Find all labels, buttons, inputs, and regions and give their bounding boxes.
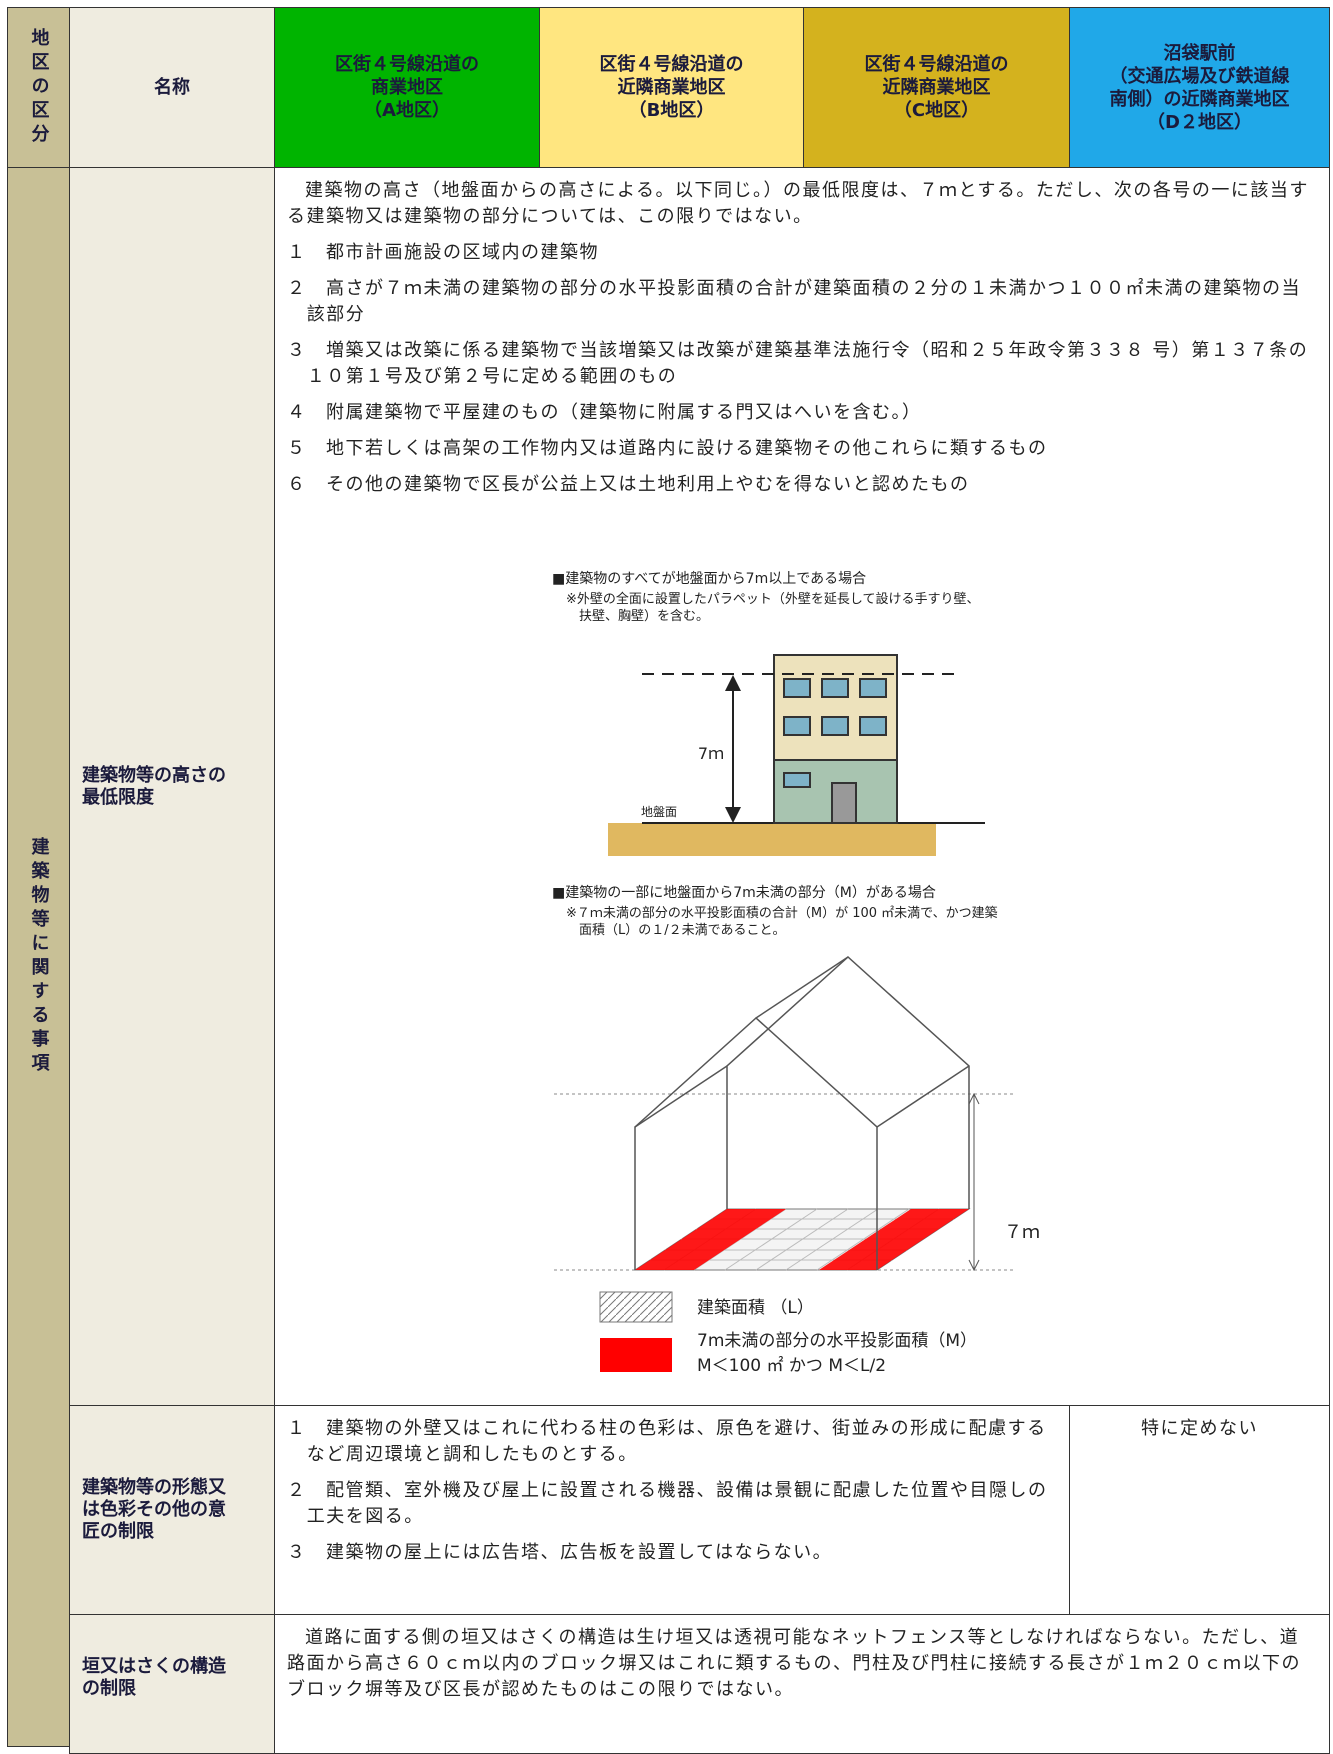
ground-text: 地盤面 — [641, 805, 677, 819]
windows — [783, 678, 887, 788]
figure-1: ■建築物のすべてが地盤面から7m以上である場合 ※外壁の全面に設置したパラペット… — [552, 571, 985, 856]
fence-text: 道路に面する側の垣又はさくの構造は生け垣又は透視可能なネットフェンス等としなけれ… — [287, 1627, 1301, 1700]
figure-title: ■建築物のすべてが地盤面から7m以上である場合 — [552, 571, 866, 587]
area-m — [635, 1209, 786, 1270]
ground-fill — [608, 823, 936, 856]
name-label: 名称 — [69, 7, 275, 168]
district-b: 区街４号線沿道の 近隣商業地区 （B地区） — [539, 7, 804, 168]
item: ２ 高さが７ｍ未満の建築物の部分の水平投影面積の合計が建築面積の２分の１未満かつ… — [287, 278, 1301, 325]
figure-note-box: ※７ｍ未満の部分の水平投影面積の合計（M）が 100 ㎡未満で、かつ建築面積（L… — [566, 906, 998, 938]
item: １ 都市計画施設の区域内の建築物 — [287, 242, 599, 263]
figure-note: ※外壁の全面に設置したパラペット（外壁を延長して設ける手すり壁、扶壁、胸壁）を含… — [566, 592, 980, 624]
figure-note-box: ※外壁の全面に設置したパラペット（外壁を延長して設ける手すり壁、扶壁、胸壁）を含… — [566, 592, 980, 624]
legend-m-rule: M＜100 ㎡ かつ M＜L/2 — [697, 1356, 886, 1376]
area-m — [819, 1209, 969, 1270]
intro: 建築物の高さ（地盤面からの高さによる。以下同じ。）の最低限度は、７ｍとする。ただ… — [287, 180, 1309, 227]
arrow-heads — [725, 675, 741, 823]
legend-l: 建築面積 （L） — [697, 1298, 814, 1318]
form-label: 建築物等の形態又 は色彩その他の意 匠の制限 — [69, 1405, 275, 1615]
height-text: ７ｍ — [1004, 1222, 1040, 1243]
door — [831, 782, 857, 824]
d2-text: 特に定めない — [1141, 1418, 1258, 1439]
item: ３ 建築物の屋上には広告塔、広告板を設置してはならない。 — [287, 1542, 833, 1563]
item: ４ 附属建築物で平屋建のもの（建築物に附属する門又はへいを含む。） — [287, 402, 922, 423]
item: ２ 配管類、室外機及び屋上に設置される機器、設備は景観に配慮した位置や目隠しの工… — [287, 1480, 1048, 1527]
legend-m-swatch — [600, 1338, 672, 1372]
district-c: 区街４号線沿道の 近隣商業地区 （C地区） — [803, 7, 1070, 168]
house-lines — [634, 955, 970, 1270]
arrow-heads — [968, 1092, 980, 1272]
item: ６ その他の建築物で区長が公益上又は土地利用上やむを得ないと認めたもの — [287, 474, 970, 495]
height-content: 建築物の高さ（地盤面からの高さによる。以下同じ。）の最低限度は、７ｍとする。ただ… — [274, 167, 1330, 1406]
category: 建築物等に関する事項 — [7, 167, 70, 1747]
item: １ 建築物の外壁又はこれに代わる柱の色彩は、原色を避け、街並みの形成に配慮するな… — [287, 1418, 1047, 1465]
form-content: １ 建築物の外壁又はこれに代わる柱の色彩は、原色を避け、街並みの形成に配慮するな… — [274, 1405, 1070, 1615]
height-text: 7ｍ — [698, 744, 724, 763]
figure-note: ※７ｍ未満の部分の水平投影面積の合計（M）が 100 ㎡未満で、かつ建築面積（L… — [566, 906, 998, 938]
legend-l-swatch — [599, 1291, 673, 1323]
fence-label: 垣又はさくの構造 の制限 — [69, 1614, 275, 1754]
figure-title: ■建築物の一部に地盤面から7m未満の部分（M）がある場合 — [552, 885, 936, 901]
building-upper — [773, 654, 898, 761]
district-a: 区街４号線沿道の 商業地区 （A地区） — [274, 7, 540, 168]
fence-content: 道路に面する側の垣又はさくの構造は生け垣又は透視可能なネットフェンス等としなけれ… — [274, 1614, 1330, 1754]
height-label: 建築物等の高さの 最低限度 — [69, 167, 275, 1406]
figure-2: ■建築物の一部に地盤面から7m未満の部分（M）がある場合 ※７ｍ未満の部分の水平… — [552, 885, 1040, 1376]
item: ５ 地下若しくは高架の工作物内又は道路内に設ける建築物その他これらに類するもの — [287, 438, 1048, 459]
form-d2: 特に定めない — [1069, 1405, 1330, 1615]
legend-m: 7m未満の部分の水平投影面積（M） — [697, 1331, 977, 1351]
district-d2: 沼袋駅前 （交通広場及び鉄道線 南側）の近隣商業地区 （D２地区） — [1069, 7, 1330, 168]
item: ３ 増築又は改築に係る建築物で当該増築又は改築が建築基準法施行令（昭和２５年政令… — [287, 340, 1309, 387]
district-label: 地区の区分 — [7, 7, 70, 168]
